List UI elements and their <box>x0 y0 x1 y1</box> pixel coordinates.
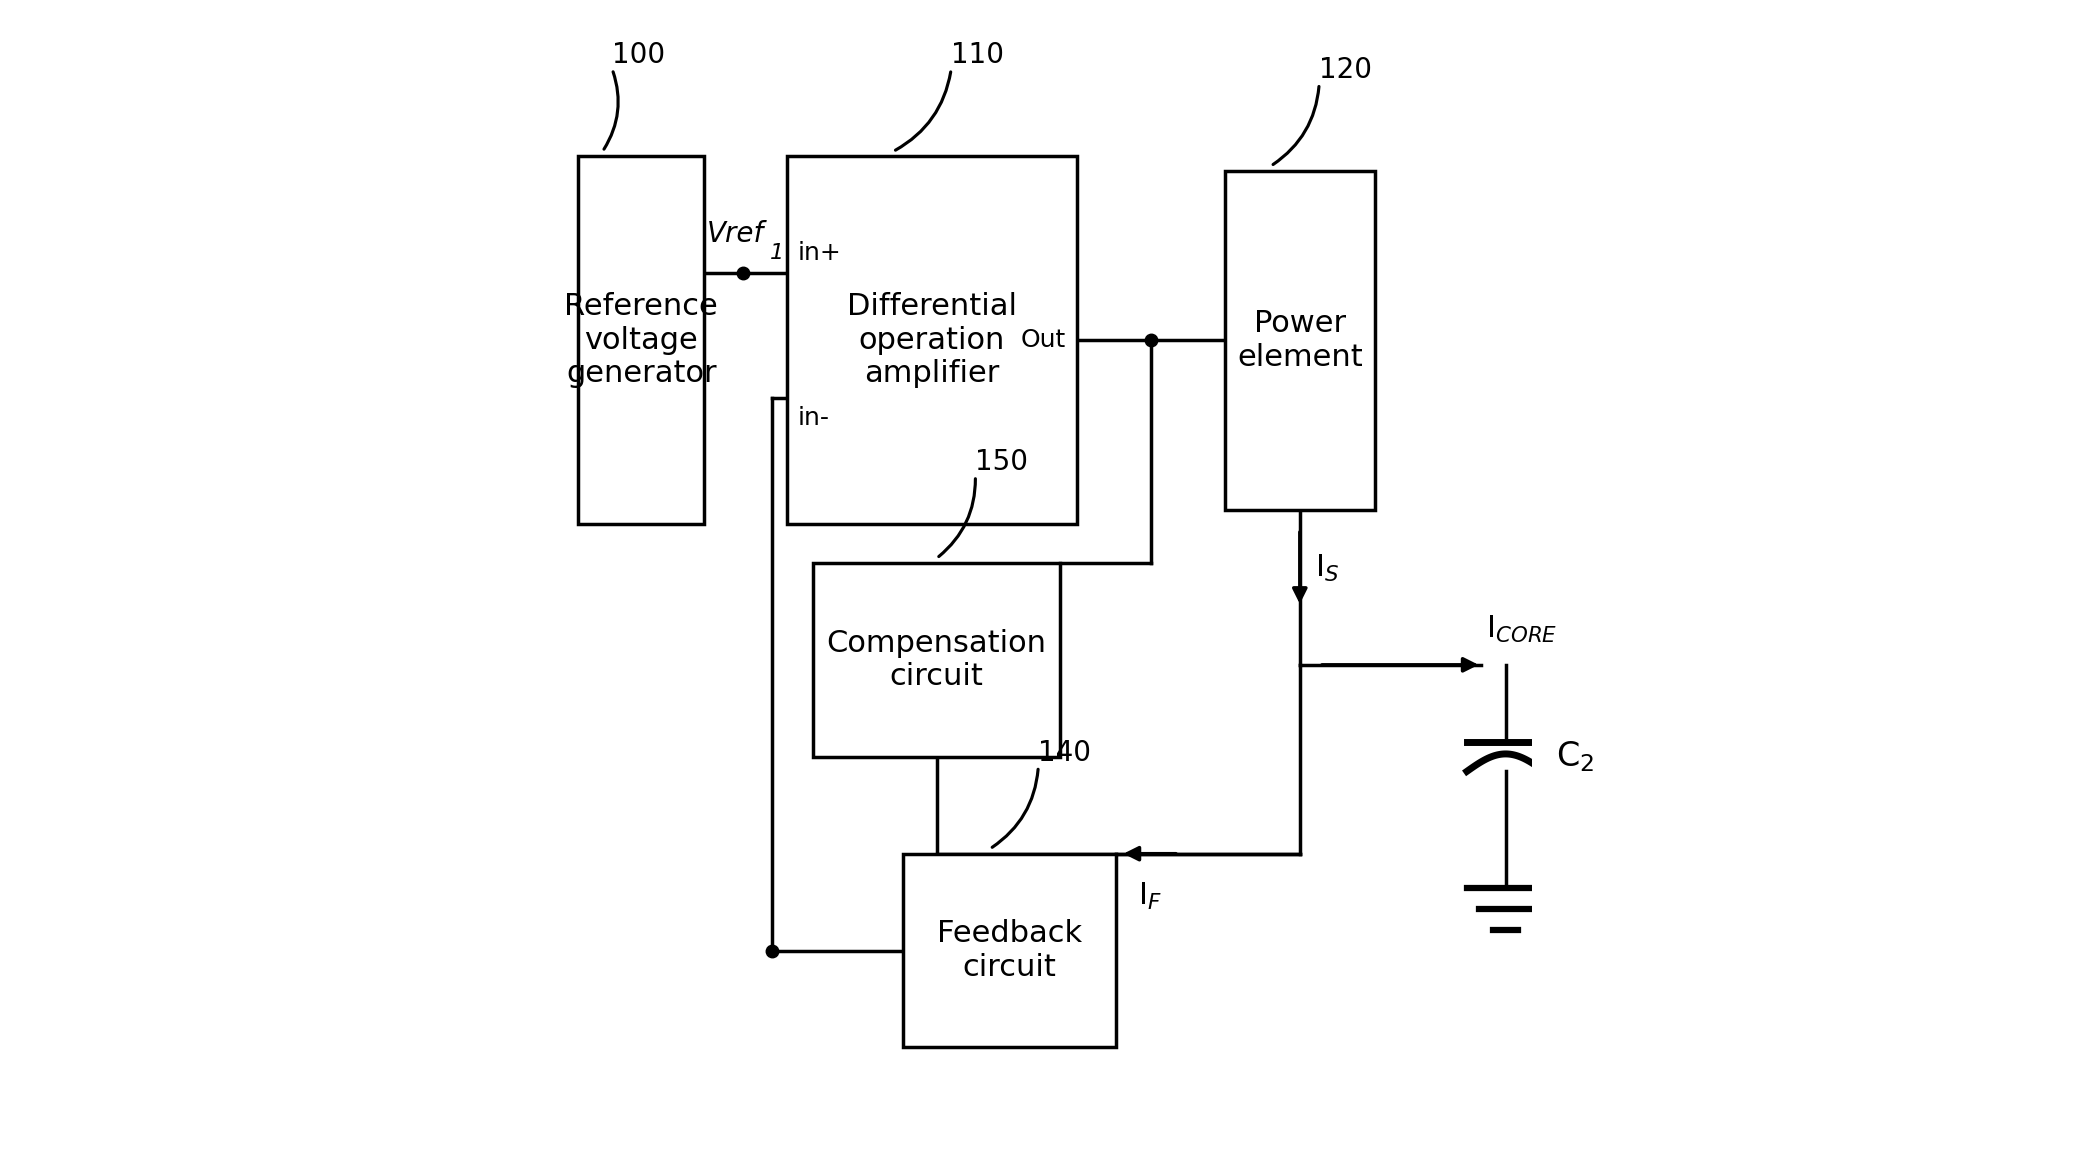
Text: 1: 1 <box>769 242 784 263</box>
Text: in+: in+ <box>799 241 843 264</box>
Text: 150: 150 <box>975 449 1029 476</box>
Text: 140: 140 <box>1038 739 1092 767</box>
Text: Out: Out <box>1021 329 1065 352</box>
Text: Vref: Vref <box>706 220 765 248</box>
Text: in-: in- <box>799 407 830 430</box>
Text: Differential
operation
amplifier: Differential operation amplifier <box>847 292 1017 388</box>
Text: I$_S$: I$_S$ <box>1316 552 1339 584</box>
Text: 110: 110 <box>952 41 1004 69</box>
Text: I$_F$: I$_F$ <box>1138 881 1161 912</box>
Text: Feedback
circuit: Feedback circuit <box>937 919 1082 982</box>
Text: I$_{CORE}$: I$_{CORE}$ <box>1486 614 1557 645</box>
Text: Power
element: Power element <box>1237 309 1362 372</box>
Text: Compensation
circuit: Compensation circuit <box>826 629 1046 691</box>
Text: 100: 100 <box>612 41 664 69</box>
FancyBboxPatch shape <box>1224 171 1375 510</box>
FancyBboxPatch shape <box>786 156 1077 524</box>
Text: C$_2$: C$_2$ <box>1555 740 1595 775</box>
Text: Reference
voltage
generator: Reference voltage generator <box>564 292 719 388</box>
Text: 120: 120 <box>1318 56 1373 84</box>
FancyBboxPatch shape <box>578 156 704 524</box>
FancyBboxPatch shape <box>903 854 1115 1047</box>
FancyBboxPatch shape <box>813 563 1061 757</box>
